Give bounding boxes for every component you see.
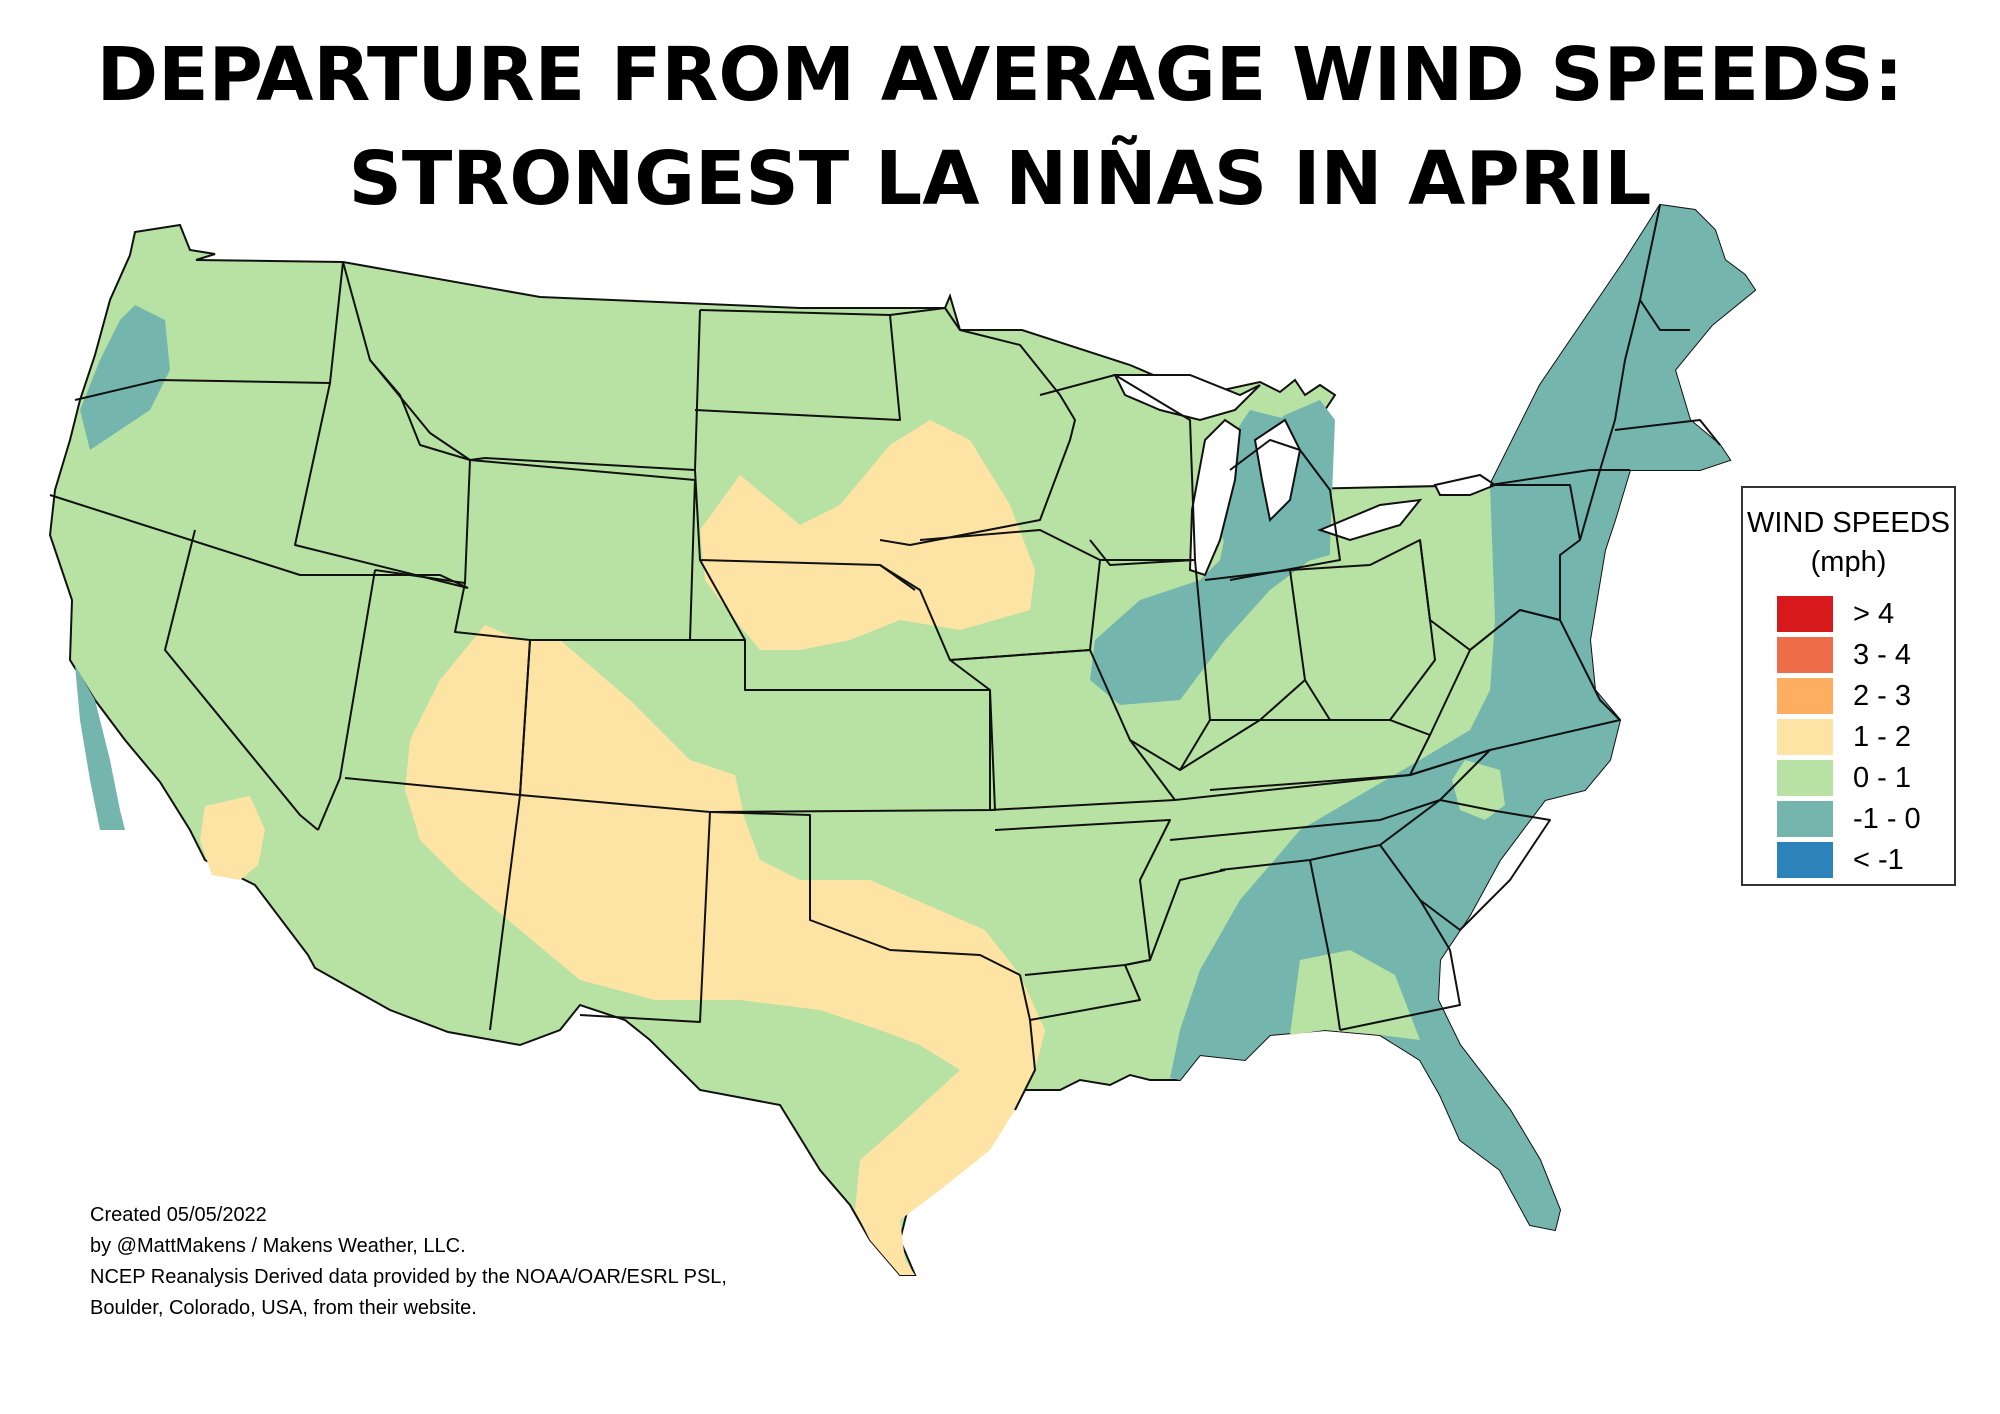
state-borders — [49, 204, 1721, 1111]
border-dakotas — [694, 309, 916, 591]
legend-item: < -1 — [1777, 842, 1904, 878]
lake-ontario — [1433, 473, 1498, 496]
great-lakes — [1113, 374, 1498, 577]
positive-anomaly-zones — [200, 420, 1045, 1275]
lake-huron — [1253, 418, 1302, 523]
border-arkansas — [994, 819, 1171, 976]
lake-michigan — [1188, 418, 1242, 577]
map-legend: WIND SPEEDS (mph) > 4 3 - 4 2 - 3 1 - 2 0 - … — [1741, 486, 1956, 886]
map-title-line-2: STRONGEST LA NIÑAS IN APRIL — [348, 136, 1652, 222]
zone-plains-north — [700, 420, 1035, 650]
legend-title-line-2: (mph) — [1810, 546, 1887, 578]
legend-item: 3 - 4 — [1777, 637, 1911, 673]
legend-item: 0 - 1 — [1777, 760, 1911, 796]
legend-label: 1 - 2 — [1853, 720, 1912, 753]
legend-swatch — [1777, 760, 1833, 796]
border-tennessee — [1169, 749, 1491, 841]
lake-superior — [1113, 374, 1261, 422]
border-kansas-ok — [709, 689, 996, 813]
border-carolinas — [1379, 799, 1551, 931]
legend-label: < -1 — [1853, 843, 1904, 876]
border-texas-east — [1014, 974, 1036, 1111]
legend-item: -1 - 0 — [1777, 801, 1921, 837]
legend-label: 0 - 1 — [1853, 761, 1912, 794]
credit-line-3: NCEP Reanalysis Derived data provided by… — [90, 1266, 727, 1288]
credit-line-1: Created 05/05/2022 — [90, 1204, 267, 1226]
pocket-georgia — [1290, 950, 1420, 1040]
legend-label: > 4 — [1853, 597, 1895, 630]
legend-swatch — [1777, 637, 1833, 673]
border-nv-ca — [164, 529, 319, 831]
legend-item: 2 - 3 — [1777, 678, 1911, 714]
border-nebraska-ks — [699, 559, 991, 691]
border-wyoming — [469, 459, 696, 641]
zone-nw-coast — [80, 305, 170, 450]
legend-swatch — [1777, 596, 1833, 632]
legend-label: 2 - 3 — [1853, 679, 1912, 712]
border-alabama-ga — [1219, 844, 1461, 1031]
lake-erie — [1317, 498, 1423, 542]
legend-swatch — [1777, 801, 1833, 837]
border-mn — [879, 307, 1076, 546]
legend-swatch — [1777, 678, 1833, 714]
border-oklahoma-tx — [709, 811, 1021, 976]
credit-line-2: by @MattMakens / Makens Weather, LLC. — [90, 1235, 466, 1257]
border-nevada-utah — [317, 569, 376, 831]
border-montana — [369, 309, 701, 471]
zone-southwest-southplains — [405, 625, 1045, 1275]
map-title-line-1: DEPARTURE FROM AVERAGE WIND SPEEDS: — [96, 32, 1904, 118]
zone-ca-interior — [200, 796, 265, 880]
border-nm-tx — [519, 794, 711, 1023]
legend-swatch — [1777, 719, 1833, 755]
border-la-ms — [1029, 869, 1226, 1021]
legend-swatch — [1777, 842, 1833, 878]
legend-title-line-1: WIND SPEEDS — [1746, 507, 1951, 539]
credit-line-4: Boulder, Colorado, USA, from their websi… — [90, 1297, 477, 1319]
credit-block: Created 05/05/2022 by @MattMakens / Make… — [90, 1200, 727, 1324]
legend-label: 3 - 4 — [1853, 638, 1912, 671]
legend-item: 1 - 2 — [1777, 719, 1911, 755]
border-michigan-lp — [1229, 439, 1341, 581]
border-ny-new-england — [1489, 204, 1721, 541]
legend-item: > 4 — [1777, 596, 1894, 632]
legend-label: -1 - 0 — [1853, 802, 1921, 835]
zone-ca-coast — [75, 665, 125, 830]
border-wa-or — [74, 379, 331, 401]
legend-title: WIND SPEEDS (mph) — [1743, 504, 1954, 582]
border-wv-pa — [1419, 484, 1581, 651]
